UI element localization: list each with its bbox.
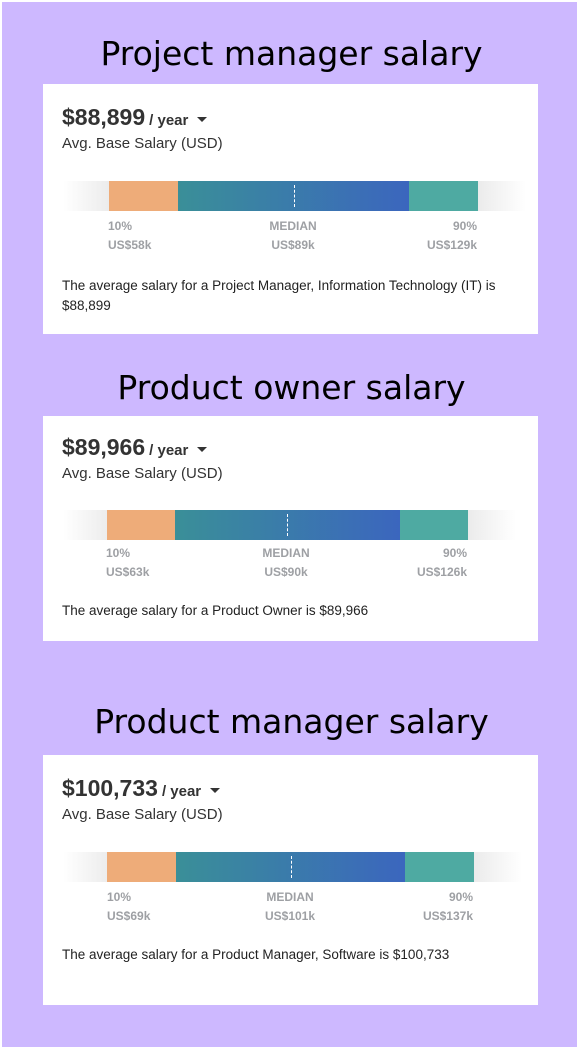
period-selector[interactable]: / year — [149, 442, 189, 459]
section-heading: Product owner salary — [117, 368, 466, 407]
caret-down-icon[interactable] — [210, 788, 221, 793]
bar-segment-low — [107, 852, 176, 882]
salary-card: $88,899 / year Avg. Base Salary (USD) 10… — [43, 84, 538, 334]
salary-description: The average salary for a Product Owner i… — [62, 603, 369, 618]
salary-sublabel: Avg. Base Salary (USD) — [62, 135, 223, 152]
section-heading: Project manager salary — [100, 34, 483, 73]
percentile-90-label: 90% — [448, 890, 473, 904]
median-marker — [287, 514, 288, 536]
percentile-10-value: US$58k — [108, 238, 152, 252]
percentile-10-label: 10% — [107, 890, 132, 904]
percentile-90-label: 90% — [442, 546, 467, 560]
bar-segment-mid — [178, 181, 409, 211]
salary-range-bar — [63, 510, 523, 540]
salary-range-bar — [63, 852, 523, 882]
bar-fade-left — [63, 510, 111, 540]
period-selector[interactable]: / year — [161, 783, 202, 800]
percentile-10-label: 10% — [106, 546, 131, 560]
caret-down-icon[interactable] — [197, 447, 208, 452]
bar-fade-left — [63, 852, 111, 882]
salary-amount: $88,899 — [62, 104, 146, 130]
salary-row: $89,966 / year — [62, 434, 208, 461]
percentile-90-value: US$126k — [416, 565, 467, 579]
median-marker — [291, 856, 292, 878]
bar-segment-high — [405, 852, 474, 882]
median-value: US$101k — [264, 909, 316, 923]
caret-down-icon[interactable] — [197, 117, 208, 122]
percentile-90-value: US$129k — [426, 238, 477, 252]
bar-fade-right — [478, 181, 526, 211]
median-label: MEDIAN — [262, 546, 310, 560]
salary-sublabel: Avg. Base Salary (USD) — [62, 806, 223, 823]
percentile-10-value: US$69k — [107, 909, 151, 923]
salary-sublabel: Avg. Base Salary (USD) — [62, 465, 223, 482]
salary-amount: $100,733 — [62, 775, 158, 801]
bar-segment-high — [409, 181, 478, 211]
bar-segment-low — [109, 181, 178, 211]
section-heading: Product manager salary — [94, 702, 489, 741]
median-marker — [294, 185, 295, 207]
salary-description: The average salary for a Project Manager… — [62, 278, 496, 313]
median-label: MEDIAN — [266, 890, 314, 904]
median-value: US$89k — [271, 238, 315, 252]
median-value: US$90k — [264, 565, 308, 579]
salary-card: $89,966 / year Avg. Base Salary (USD) 10… — [43, 416, 538, 641]
salary-row: $100,733 / year — [62, 775, 221, 802]
salary-amount: $89,966 — [62, 434, 146, 460]
percentile-10-value: US$63k — [106, 565, 150, 579]
bar-fade-right — [474, 852, 522, 882]
salary-description: The average salary for a Product Manager… — [62, 947, 450, 962]
salary-row: $88,899 / year — [62, 104, 208, 131]
percentile-10-label: 10% — [108, 219, 133, 233]
bar-segment-high — [400, 510, 468, 540]
bar-fade-right — [468, 510, 516, 540]
salary-range-bar — [63, 181, 526, 211]
bar-segment-low — [107, 510, 175, 540]
bar-fade-left — [63, 181, 111, 211]
salary-card: $100,733 / year Avg. Base Salary (USD) 1… — [43, 755, 538, 1005]
percentile-90-value: US$137k — [422, 909, 473, 923]
median-label: MEDIAN — [269, 219, 317, 233]
period-selector[interactable]: / year — [149, 112, 189, 129]
percentile-90-label: 90% — [452, 219, 477, 233]
bar-segment-mid — [176, 852, 405, 882]
